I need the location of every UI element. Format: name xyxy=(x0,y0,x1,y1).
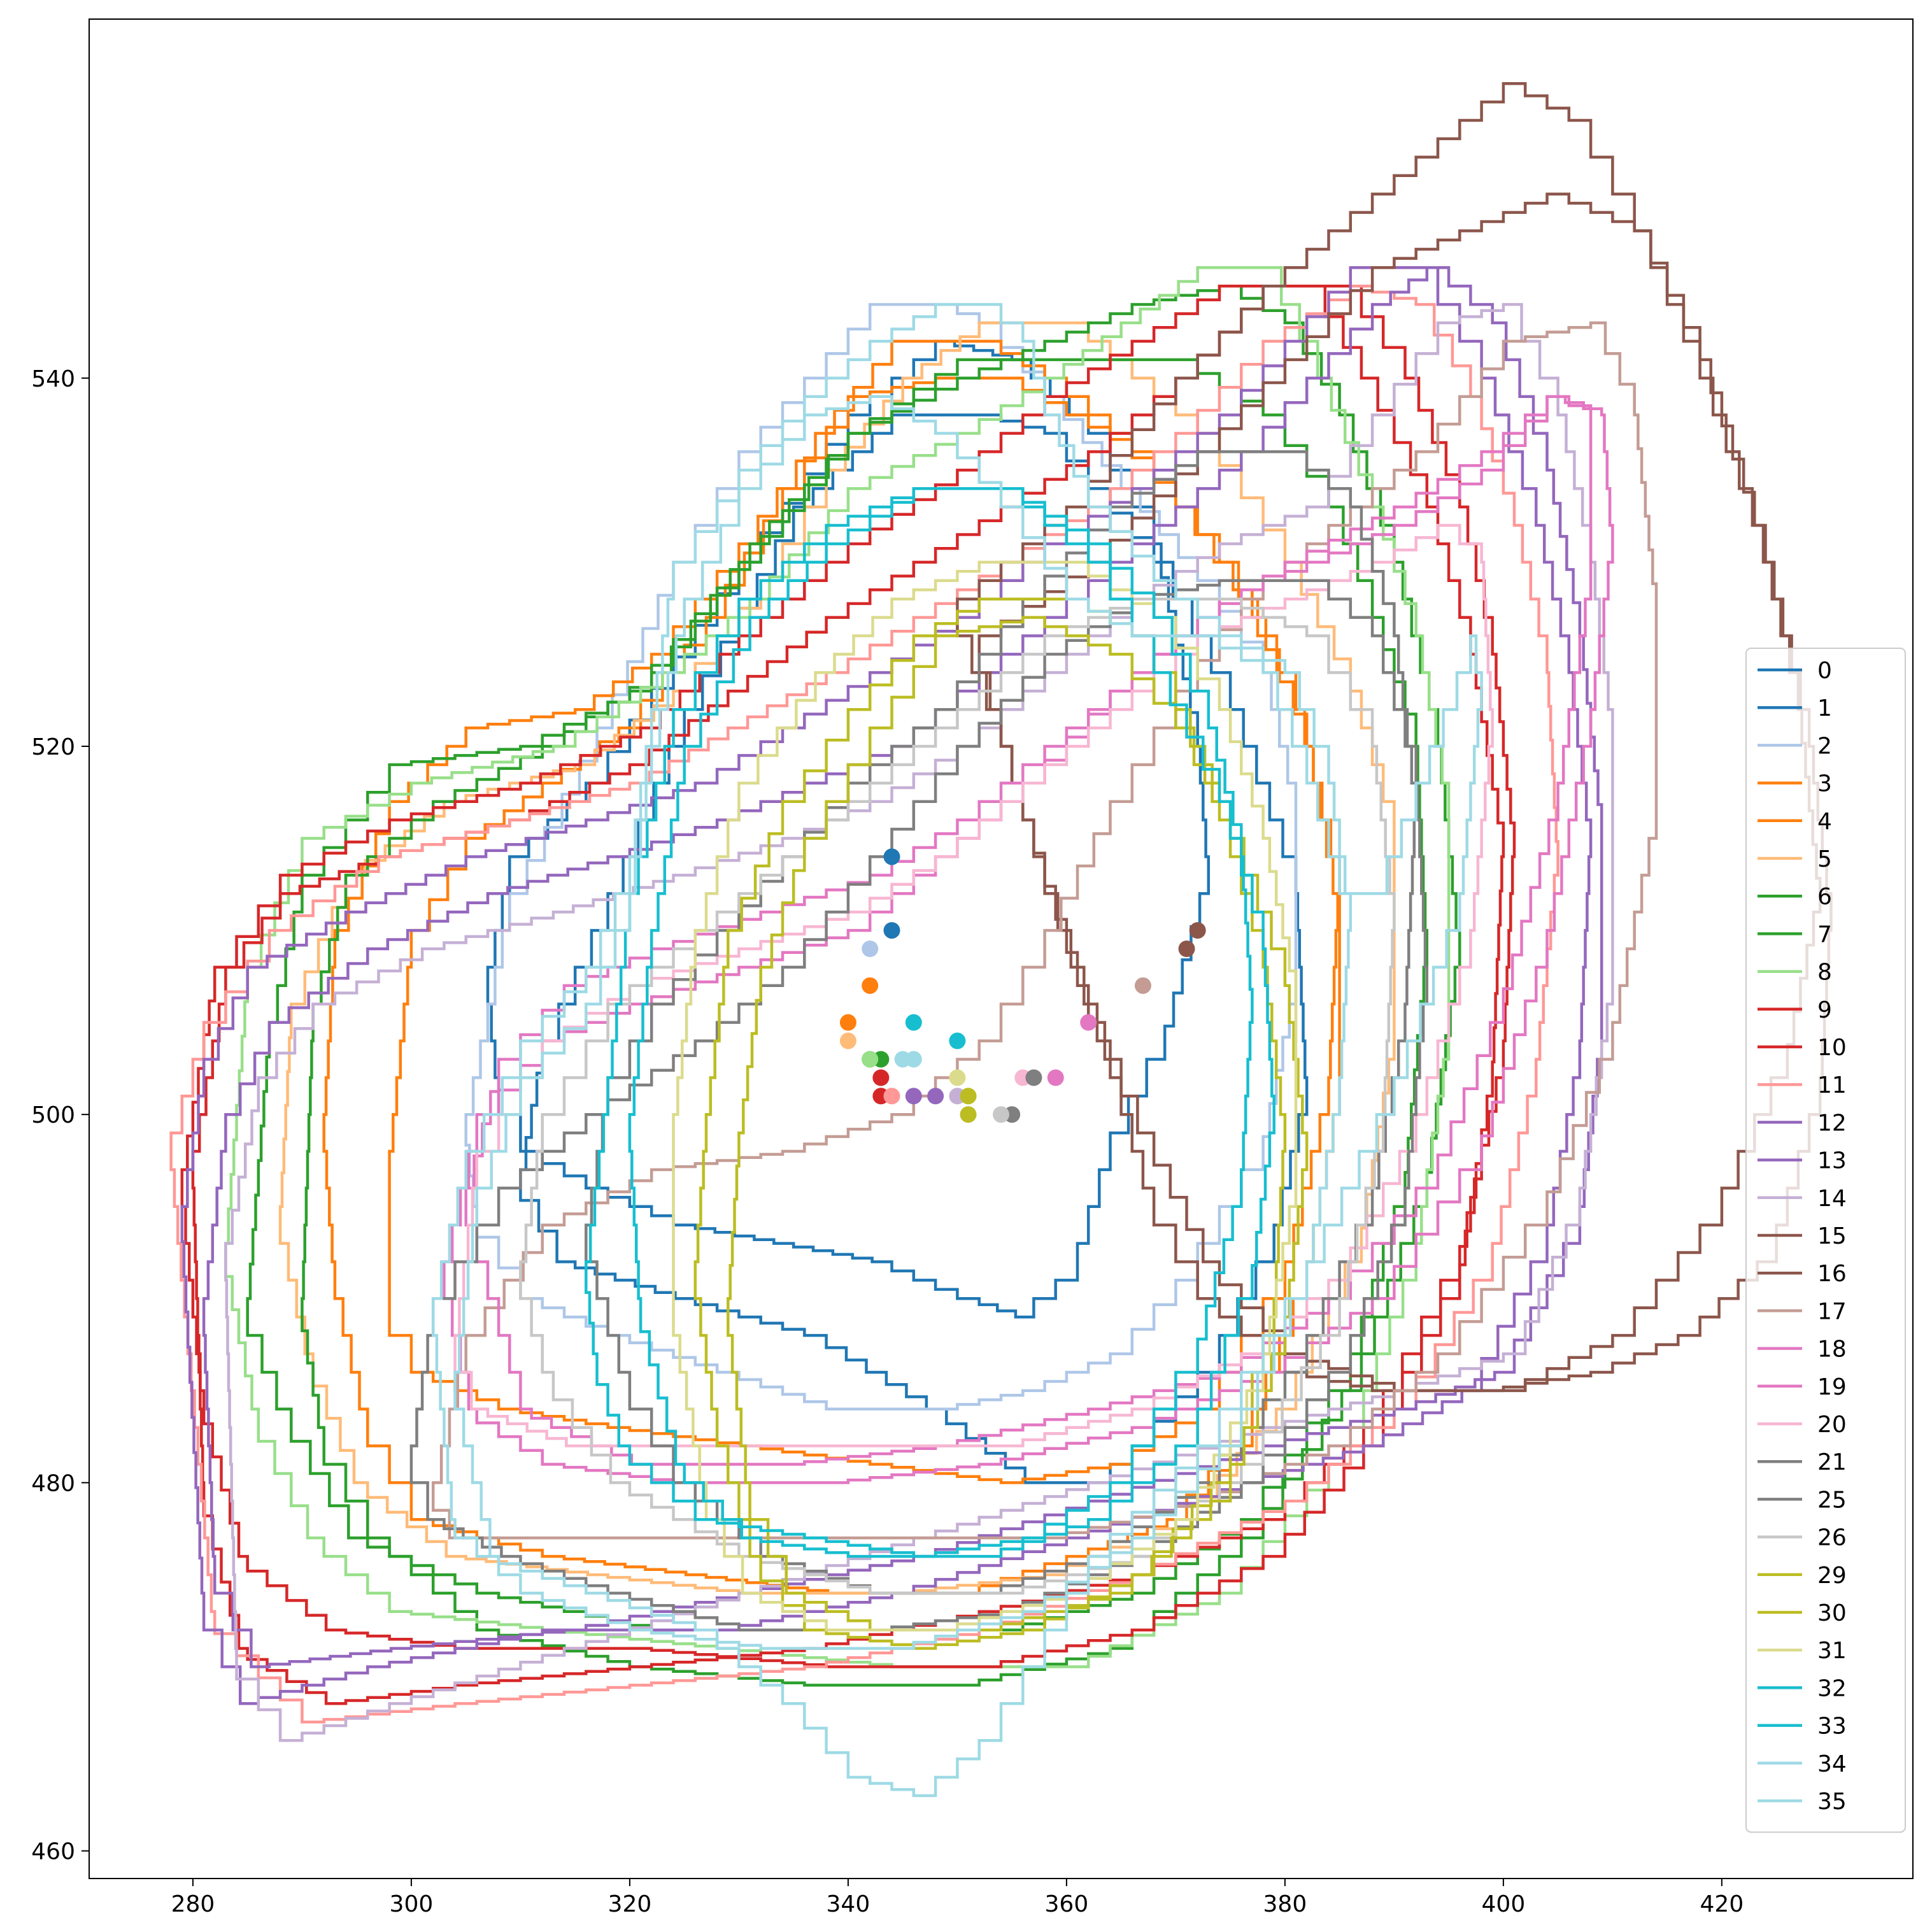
x-tick-label: 320 xyxy=(608,1891,652,1917)
series-15-centroid xyxy=(1189,922,1206,939)
legend-label-14: 14 xyxy=(1817,1186,1847,1212)
legend-label-1: 1 xyxy=(1817,695,1832,721)
series-3-contour xyxy=(322,339,1341,1595)
legend-label-3: 3 xyxy=(1817,771,1832,797)
x-tick-label: 360 xyxy=(1045,1891,1089,1917)
x-tick-label: 280 xyxy=(171,1891,215,1917)
series-8-contour xyxy=(224,266,1451,1668)
legend-label-16: 16 xyxy=(1817,1261,1847,1287)
y-tick-label: 520 xyxy=(31,734,75,760)
x-tick-label: 400 xyxy=(1482,1891,1526,1917)
series-30-centroid xyxy=(960,1106,977,1123)
legend-label-9: 9 xyxy=(1817,997,1832,1023)
series-1-centroid xyxy=(883,922,900,939)
y-tick-label: 460 xyxy=(31,1839,75,1865)
series-5-centroid xyxy=(839,1032,856,1049)
x-tick-label: 420 xyxy=(1700,1891,1744,1917)
series-29-contour xyxy=(693,597,1287,1650)
series-26-centroid xyxy=(993,1106,1009,1123)
legend-label-29: 29 xyxy=(1817,1563,1847,1589)
legend-label-0: 0 xyxy=(1817,658,1832,684)
legend-label-13: 13 xyxy=(1817,1148,1847,1174)
legend-label-12: 12 xyxy=(1817,1110,1847,1136)
series-21-centroid xyxy=(1025,1069,1042,1086)
series-11-centroid xyxy=(883,1088,900,1105)
legend-label-33: 33 xyxy=(1817,1714,1847,1740)
legend-label-8: 8 xyxy=(1817,960,1832,986)
series-11-contour xyxy=(169,284,1559,1724)
legend-label-2: 2 xyxy=(1817,733,1832,759)
plot-frame xyxy=(89,18,1914,1879)
series-18-contour xyxy=(443,395,1614,1484)
series-17-contour xyxy=(431,321,1658,1540)
series-30-contour xyxy=(727,616,1309,1631)
x-tick-label: 380 xyxy=(1263,1891,1307,1917)
legend-label-34: 34 xyxy=(1817,1751,1847,1777)
legend-label-18: 18 xyxy=(1817,1337,1847,1363)
series-33-contour xyxy=(628,487,1275,1558)
x-axis: 280 300 320 340 360 380 400 420 xyxy=(171,1879,1744,1917)
series-2-contour xyxy=(464,302,1298,1411)
legend: 0123456789101112131415161718192021252629… xyxy=(1745,648,1906,1833)
series-20-contour xyxy=(453,523,1494,1447)
legend-label-4: 4 xyxy=(1817,809,1832,835)
series-35-contour xyxy=(453,395,1483,1798)
x-tick-label: 340 xyxy=(827,1891,870,1917)
y-tick-label: 500 xyxy=(31,1102,75,1128)
y-tick-label: 540 xyxy=(31,366,75,392)
legend-label-11: 11 xyxy=(1817,1072,1847,1098)
series-3-centroid xyxy=(839,1014,856,1031)
y-tick-label: 480 xyxy=(31,1470,75,1496)
series-0-centroid xyxy=(883,848,900,865)
series-13-contour xyxy=(202,266,1603,1668)
series-4-contour xyxy=(388,376,1341,1484)
series-16-centroid xyxy=(1178,941,1195,957)
series-21-contour xyxy=(409,579,1429,1631)
legend-label-25: 25 xyxy=(1817,1487,1847,1513)
legend-label-20: 20 xyxy=(1817,1412,1847,1438)
series-18-centroid xyxy=(1080,1014,1097,1031)
legend-label-7: 7 xyxy=(1817,921,1832,948)
series-31-centroid xyxy=(949,1069,966,1086)
legend-label-30: 30 xyxy=(1817,1600,1847,1626)
series-19-centroid xyxy=(1047,1069,1064,1086)
legend-label-17: 17 xyxy=(1817,1298,1847,1325)
series-12-centroid xyxy=(905,1088,922,1105)
series-9-centroid xyxy=(872,1069,890,1086)
series-17-centroid xyxy=(1134,977,1151,994)
legend-label-19: 19 xyxy=(1817,1374,1847,1400)
series-35-centroid xyxy=(905,1051,922,1068)
series-33-centroid xyxy=(949,1032,966,1049)
x-tick-label: 300 xyxy=(390,1891,434,1917)
legend-label-21: 21 xyxy=(1817,1449,1847,1475)
series-2-centroid xyxy=(862,941,879,957)
legend-label-31: 31 xyxy=(1817,1638,1847,1664)
series-8-centroid xyxy=(862,1051,879,1068)
series-31-contour xyxy=(672,560,1298,1631)
legend-label-5: 5 xyxy=(1817,846,1832,872)
legend-label-32: 32 xyxy=(1817,1675,1847,1701)
series-32-centroid xyxy=(905,1014,922,1031)
series-14-contour xyxy=(224,302,1614,1742)
legend-label-6: 6 xyxy=(1817,884,1832,910)
series-10-contour xyxy=(191,284,1516,1705)
series-32-contour xyxy=(585,487,1254,1558)
contour-lines xyxy=(169,82,1833,1798)
legend-label-15: 15 xyxy=(1817,1223,1847,1249)
series-29-centroid xyxy=(960,1088,977,1105)
centroid-points xyxy=(839,848,1206,1123)
legend-label-26: 26 xyxy=(1817,1525,1847,1551)
legend-label-35: 35 xyxy=(1817,1789,1847,1815)
series-4-centroid xyxy=(862,977,879,994)
y-axis: 460 480 500 520 540 xyxy=(31,366,89,1865)
series-13-centroid xyxy=(927,1088,944,1105)
legend-label-10: 10 xyxy=(1817,1035,1847,1061)
